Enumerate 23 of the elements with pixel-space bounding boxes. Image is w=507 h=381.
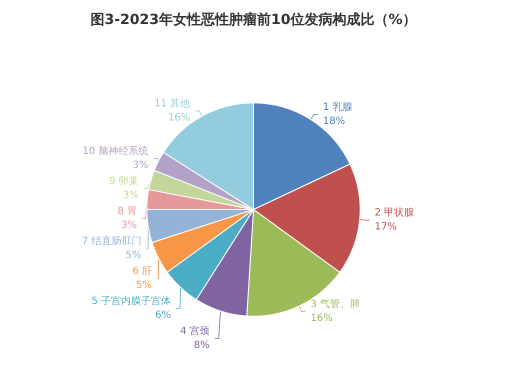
slice-label: 8 胃 — [118, 206, 138, 217]
data-label: 16% — [310, 313, 333, 324]
slice-label: 7 结直肠肛门 — [82, 234, 142, 247]
data-label: 8% — [194, 340, 210, 351]
data-label: 16% — [168, 112, 190, 124]
data-label: 6% — [155, 310, 172, 321]
chart-title: 图3-2023年女性恶性肿瘤前10位发病构成比（%） — [90, 11, 417, 28]
data-label: 18% — [322, 116, 346, 127]
slice-label: 3 气管、肺 — [310, 298, 360, 310]
slice-label: 10 脑神经系统 — [82, 144, 148, 157]
slice-label: 1 乳腺 — [322, 100, 352, 113]
slice-label: 5 子宫内膜子宫体 — [91, 294, 172, 307]
slice-label: 11 其他 — [154, 97, 190, 110]
data-label: 3% — [132, 160, 148, 171]
data-label: 17% — [374, 222, 397, 233]
slice-label: 2 甲状腺 — [374, 206, 414, 219]
data-label: 3% — [122, 190, 139, 201]
data-label: 3% — [121, 220, 138, 231]
data-label: 5% — [136, 280, 152, 291]
slice-label: 4 宫颈 — [180, 324, 210, 337]
data-label: 5% — [126, 250, 142, 261]
slice-label: 6 肝 — [132, 266, 152, 277]
slice-label: 9 卵巢 — [109, 174, 139, 187]
